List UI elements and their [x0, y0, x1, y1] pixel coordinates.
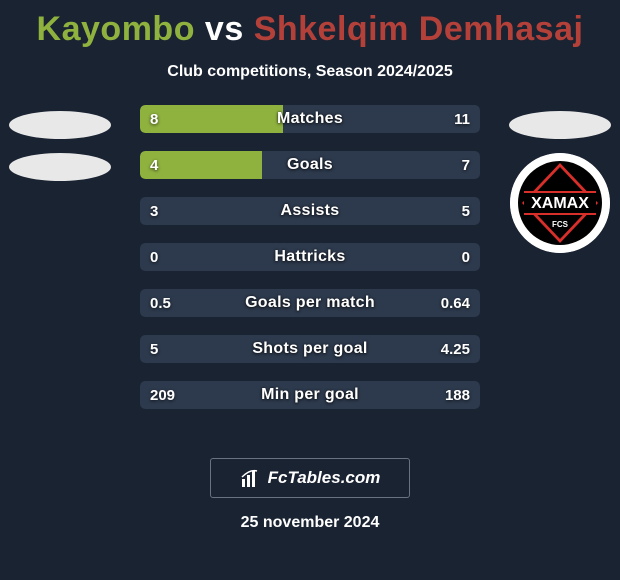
stat-row: 209188Min per goal [140, 381, 480, 409]
subtitle: Club competitions, Season 2024/2025 [0, 63, 620, 81]
player2-name: Shkelqim Demhasaj [254, 10, 584, 48]
xamax-logo-icon: XAMAX FCS [510, 153, 610, 253]
stat-bars: 811Matches 47Goals 35Assists 00Hattricks 0.5… [140, 105, 480, 409]
stat-row: 811Matches [140, 105, 480, 133]
player2-club-logo: XAMAX FCS [510, 153, 610, 253]
right-badge-column: XAMAX FCS [500, 105, 620, 253]
left-badge-column [0, 105, 120, 181]
svg-text:XAMAX: XAMAX [531, 195, 589, 212]
stat-row: 00Hattricks [140, 243, 480, 271]
brand-badge: FcTables.com [210, 458, 410, 498]
stat-label: Goals [140, 151, 480, 179]
brand-text: FcTables.com [268, 468, 381, 488]
stat-label: Hattricks [140, 243, 480, 271]
player1-badge-placeholder [9, 153, 111, 181]
player1-name: Kayombo [37, 10, 195, 48]
stat-row: 0.50.64Goals per match [140, 289, 480, 317]
stat-row: 54.25Shots per goal [140, 335, 480, 363]
svg-text:FCS: FCS [552, 220, 569, 229]
stat-row: 47Goals [140, 151, 480, 179]
comparison-content: XAMAX FCS 811Matches 47Goals 35Assists 00Ha… [0, 105, 620, 435]
player2-badge-placeholder [509, 111, 611, 139]
stat-label: Matches [140, 105, 480, 133]
stat-label: Assists [140, 197, 480, 225]
player1-badge-placeholder [9, 111, 111, 139]
stat-row: 35Assists [140, 197, 480, 225]
footer-date: 25 november 2024 [0, 514, 620, 532]
bar-chart-icon [240, 467, 262, 489]
vs-text: vs [195, 10, 254, 48]
comparison-title: Kayombo vs Shkelqim Demhasaj [0, 0, 620, 49]
stat-label: Min per goal [140, 381, 480, 409]
stat-label: Goals per match [140, 289, 480, 317]
stat-label: Shots per goal [140, 335, 480, 363]
